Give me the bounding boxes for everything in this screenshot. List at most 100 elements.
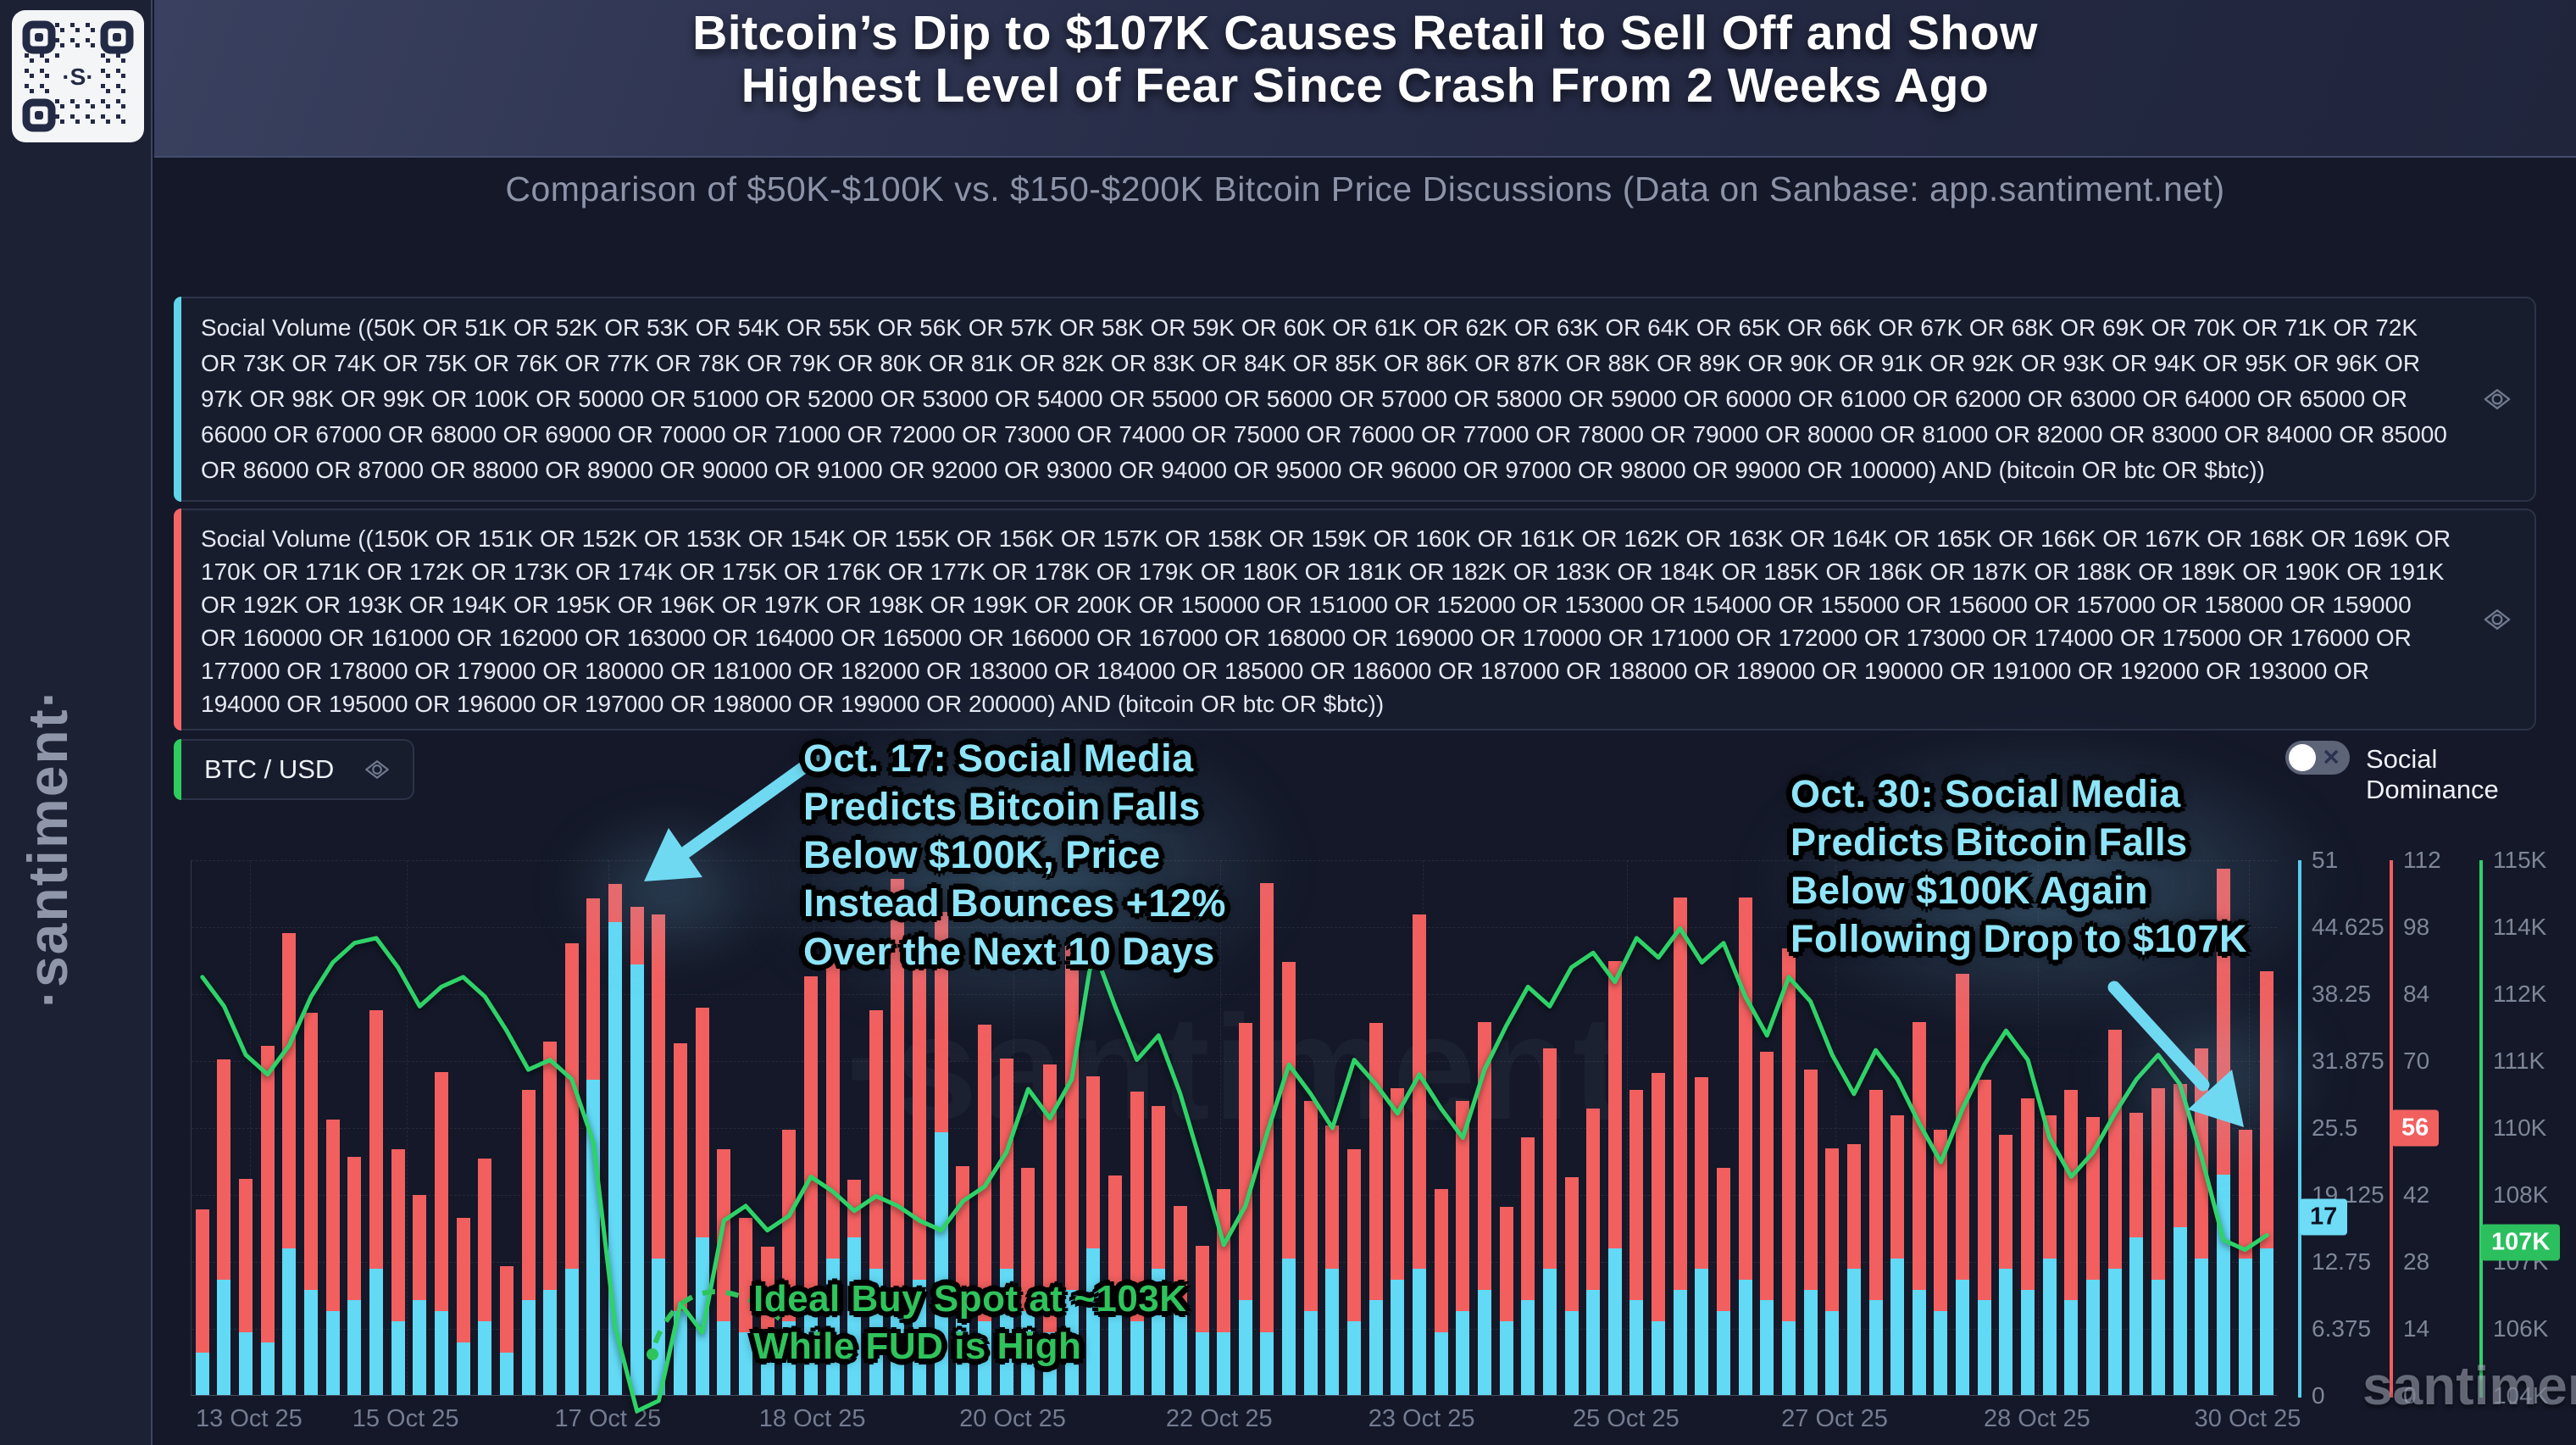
gridline-vertical bbox=[406, 860, 408, 1395]
x-axis-label: 15 Oct 25 bbox=[352, 1405, 459, 1432]
social-volume-bar-high-range bbox=[1021, 1168, 1035, 1311]
social-volume-bar-high-range bbox=[1999, 1135, 2012, 1269]
social-volume-bar-high-range bbox=[500, 1266, 514, 1353]
chart-plot-area[interactable] bbox=[191, 860, 2277, 1414]
social-volume-bar-high-range bbox=[413, 1195, 426, 1300]
social-volume-bar-low-range bbox=[1608, 1248, 1622, 1395]
social-volume-bar-high-range bbox=[2174, 1084, 2187, 1227]
social-volume-bar-low-range bbox=[1565, 1311, 1579, 1395]
social-volume-bar-low-range bbox=[1674, 1290, 1687, 1395]
gridline-horizontal bbox=[192, 1329, 2277, 1330]
social-volume-bar-high-range bbox=[1521, 1137, 1535, 1300]
social-volume-bar-low-range bbox=[326, 1311, 340, 1395]
social-volume-bar-low-range bbox=[1543, 1269, 1557, 1395]
social-volume-bar-low-range bbox=[2195, 1259, 2208, 1395]
social-volume-bar-high-range bbox=[1890, 1115, 1904, 1259]
social-volume-bar-low-range bbox=[1108, 1300, 1122, 1395]
qr-code: ·S· bbox=[12, 10, 144, 142]
social-volume-bar-low-range bbox=[630, 964, 644, 1395]
social-volume-bar-low-range bbox=[304, 1290, 318, 1395]
social-volume-bar-low-range bbox=[2108, 1269, 2122, 1395]
btc-price-line bbox=[200, 925, 2269, 1414]
annotation-glow bbox=[746, 708, 1296, 1030]
social-volume-bar-high-range bbox=[1760, 1052, 1774, 1300]
pair-label: BTC / USD bbox=[204, 754, 335, 784]
social-volume-bar-high-range bbox=[196, 1209, 209, 1353]
chip-accent-green bbox=[174, 739, 181, 800]
query-accent-red bbox=[174, 509, 181, 731]
y-axis-tick: 108K bbox=[2493, 1181, 2549, 1208]
eye-icon[interactable] bbox=[2480, 603, 2514, 636]
left-sidebar: ·S· ·santiment· bbox=[0, 0, 153, 1445]
social-volume-bar-low-range bbox=[1652, 1321, 1665, 1395]
query-accent-cyan bbox=[174, 297, 181, 502]
x-axis-label: 25 Oct 25 bbox=[1572, 1405, 1679, 1432]
social-volume-bar-low-range bbox=[1869, 1300, 1883, 1395]
social-volume-bar-low-range bbox=[1913, 1290, 1926, 1395]
social-volume-bar-low-range bbox=[261, 1342, 275, 1395]
social-volume-bar-low-range bbox=[1000, 1269, 1013, 1395]
eye-icon[interactable] bbox=[362, 754, 392, 785]
social-volume-bar-low-range bbox=[1717, 1311, 1730, 1395]
page-subtitle: Comparison of $50K-$100K vs. $150-$200K … bbox=[505, 170, 2225, 208]
social-volume-bar-high-range bbox=[1456, 1101, 1469, 1311]
social-volume-bar-low-range bbox=[956, 1300, 969, 1395]
social-volume-bar-low-range bbox=[196, 1353, 209, 1395]
social-volume-bar-low-range bbox=[1456, 1311, 1469, 1395]
social-volume-bar-high-range bbox=[1804, 1070, 1818, 1290]
social-volume-bar-high-range bbox=[1174, 1206, 1187, 1311]
social-volume-bar-high-range bbox=[565, 943, 579, 1269]
social-volume-bar-low-range bbox=[1804, 1290, 1818, 1395]
gridline-vertical bbox=[249, 860, 251, 1395]
social-volume-bar-low-range bbox=[2043, 1259, 2057, 1395]
social-volume-bar-low-range bbox=[1086, 1248, 1100, 1395]
social-volume-bar-high-range bbox=[1478, 1022, 1491, 1290]
social-volume-bar-low-range bbox=[1130, 1321, 1144, 1395]
social-volume-bar-high-range bbox=[2064, 1090, 2078, 1300]
social-volume-bar-high-range bbox=[826, 953, 840, 1259]
social-volume-bar-low-range bbox=[1782, 1321, 1796, 1395]
annotation-oct30: Oct. 30: Social Media Predicts Bitcoin F… bbox=[1790, 772, 2248, 960]
social-volume-bar-low-range bbox=[2174, 1227, 2187, 1395]
social-volume-bar-high-range bbox=[1629, 1090, 1643, 1300]
social-volume-bar-low-range bbox=[217, 1280, 230, 1395]
social-volume-bar-low-range bbox=[1825, 1311, 1839, 1395]
social-volume-bar-high-range bbox=[1108, 1175, 1122, 1300]
social-dominance-toggle[interactable]: ✕ bbox=[2285, 741, 2350, 775]
btc-usd-legend-chip[interactable]: BTC / USD bbox=[174, 739, 414, 800]
y-axis-tick: 112K bbox=[2493, 981, 2547, 1007]
social-volume-bar-low-range bbox=[761, 1342, 774, 1395]
social-volume-bar-high-range bbox=[1652, 1073, 1665, 1321]
annotation-glow bbox=[1750, 737, 2343, 1025]
gridline-horizontal bbox=[192, 860, 2277, 861]
social-volume-bar-low-range bbox=[2260, 1248, 2273, 1395]
social-volume-bar-high-range bbox=[1152, 1106, 1165, 1269]
social-volume-bar-low-range bbox=[1500, 1321, 1513, 1395]
title-line-1: Bitcoin’s Dip to $107K Causes Retail to … bbox=[692, 6, 2038, 60]
social-volume-bar-high-range bbox=[1413, 914, 1426, 1269]
social-volume-bar-high-range bbox=[804, 976, 818, 1311]
svg-text:·S·: ·S· bbox=[62, 64, 93, 90]
social-volume-bar-high-range bbox=[478, 1159, 491, 1321]
y-axis-tick: 104K bbox=[2493, 1382, 2549, 1409]
social-volume-bar-high-range bbox=[2260, 971, 2273, 1248]
social-volume-bar-high-range bbox=[261, 1046, 275, 1342]
x-axis-label: 22 Oct 25 bbox=[1165, 1405, 1273, 1432]
y-axis-tick: 0 bbox=[2403, 1382, 2417, 1409]
social-volume-bar-low-range bbox=[782, 1321, 796, 1395]
query-box-50k-100k[interactable]: Social Volume ((50K OR 51K OR 52K OR 53K… bbox=[174, 297, 2536, 502]
social-volume-bar-low-range bbox=[847, 1237, 861, 1395]
social-volume-bar-low-range bbox=[1391, 1280, 1404, 1395]
social-volume-bar-low-range bbox=[1217, 1332, 1230, 1395]
social-volume-bar-high-range bbox=[304, 1013, 318, 1290]
social-volume-bar-low-range bbox=[1152, 1269, 1165, 1395]
chart-watermark: ·santiment bbox=[841, 986, 1626, 1151]
eye-icon[interactable] bbox=[2480, 382, 2514, 416]
gridline-horizontal bbox=[192, 1061, 2277, 1062]
social-volume-bar-low-range bbox=[1260, 1332, 1274, 1395]
close-icon: ✕ bbox=[2322, 744, 2340, 770]
toggle-knob bbox=[2289, 744, 2316, 771]
query-box-150k-200k[interactable]: Social Volume ((150K OR 151K OR 152K OR … bbox=[174, 509, 2536, 731]
social-volume-bar-low-range bbox=[1521, 1300, 1535, 1395]
